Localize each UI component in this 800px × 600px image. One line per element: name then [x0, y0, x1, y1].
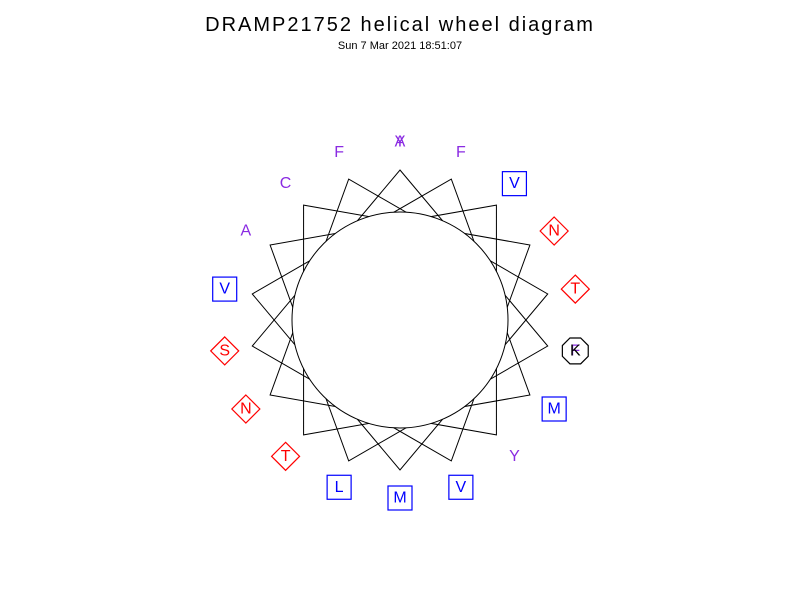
residue-label: Y	[395, 134, 406, 151]
residue-label: M	[547, 401, 560, 418]
residue-label: M	[393, 490, 406, 507]
residue-label: L	[335, 479, 344, 496]
residue-label: A	[241, 223, 252, 240]
residue-label: S	[219, 342, 230, 359]
residue-label: N	[240, 401, 252, 418]
residue-label: T	[570, 281, 580, 298]
helical-wheel-diagram: AFLAVYNFTMVFMTCNVSYK	[0, 0, 800, 600]
residue-label: K	[570, 342, 581, 359]
residue-label: F	[456, 144, 466, 161]
residue-label: F	[334, 144, 344, 161]
residue-label: Y	[509, 448, 520, 465]
residue-label: V	[509, 175, 520, 192]
residue-label: N	[548, 223, 560, 240]
residue-label: T	[281, 448, 291, 465]
wheel-inner-circle	[292, 212, 508, 428]
residue-label: C	[280, 175, 292, 192]
residue-label: V	[219, 281, 230, 298]
residue-label: V	[456, 479, 467, 496]
